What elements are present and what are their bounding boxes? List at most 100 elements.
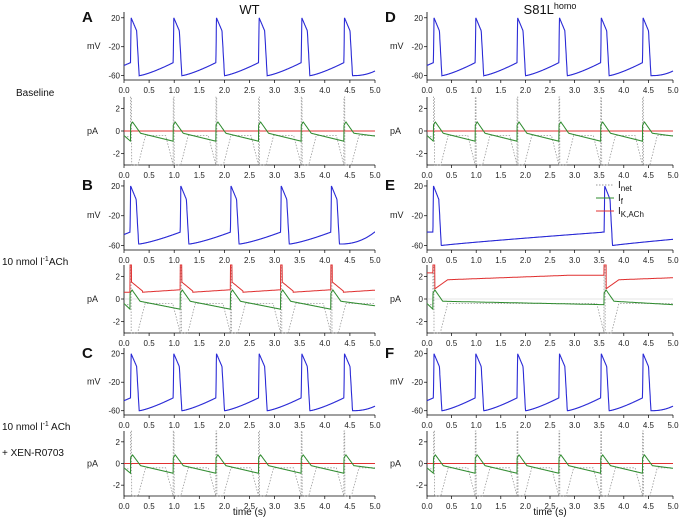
x-tick-label: 0.5 [144, 171, 156, 180]
x-tick-label: 4.5 [643, 421, 655, 430]
y-axis-label: pA [87, 294, 98, 304]
y-tick-label: 2 [419, 272, 424, 281]
panel-letter: A [82, 9, 93, 26]
x-tick-label: 2.5 [544, 421, 556, 430]
x-tick-label: 0.0 [118, 171, 130, 180]
y-tick-label: 0 [419, 127, 424, 136]
x-tick-label: 4.5 [643, 171, 655, 180]
x-tick-label: 3.0 [269, 339, 281, 348]
y-tick-label: -2 [113, 318, 121, 327]
x-tick-label: 3.5 [294, 171, 306, 180]
x-tick-label: 1.0 [169, 339, 181, 348]
x-tick-label: 0.0 [118, 502, 130, 511]
x-tick-label: 5.0 [369, 421, 381, 430]
x-tick-label: 4.0 [618, 171, 630, 180]
x-tick-label: 4.5 [344, 171, 356, 180]
if-trace [426, 454, 673, 475]
voltage-trace [123, 17, 376, 77]
y-tick-label: 20 [414, 182, 423, 191]
x-tick-label: 2.5 [544, 339, 556, 348]
legend-entry: IK,ACh [618, 206, 644, 219]
x-tick-label: 3.0 [569, 86, 581, 95]
row-label: 10 nmol l-1ACh [2, 256, 68, 268]
panel-letter: F [385, 345, 394, 362]
y-tick-label: 0 [116, 127, 121, 136]
x-tick-label: 3.5 [294, 502, 306, 511]
x-tick-label: 0.0 [421, 339, 433, 348]
inet-trace [427, 96, 673, 166]
x-tick-label: 0.5 [446, 86, 458, 95]
x-tick-label: 2.5 [244, 86, 256, 95]
column-title: S81Lhomo [524, 1, 577, 17]
y-tick-label: 20 [111, 182, 120, 191]
y-tick-label: 2 [116, 272, 121, 281]
y-axis-label: mV [87, 210, 101, 220]
x-tick-label: 1.0 [471, 256, 483, 265]
y-tick-label: 0 [419, 460, 424, 469]
y-tick-label: 2 [116, 438, 121, 447]
x-axis-label: time (s) [533, 507, 566, 518]
column-title: WT [239, 2, 259, 17]
x-tick-label: 0.5 [446, 421, 458, 430]
x-tick-label: 4.0 [319, 256, 331, 265]
y-tick-label: 20 [111, 14, 120, 23]
x-tick-label: 2.5 [244, 256, 256, 265]
panel-letter: E [385, 177, 395, 194]
y-tick-label: -20 [411, 212, 423, 221]
x-tick-label: 3.0 [269, 502, 281, 511]
y-tick-label: -2 [416, 481, 424, 490]
x-tick-label: 3.0 [569, 502, 581, 511]
voltage-trace [123, 353, 376, 412]
if-trace [426, 121, 673, 143]
y-axis-label: mV [390, 210, 404, 220]
x-tick-label: 1.5 [194, 502, 206, 511]
x-tick-label: 0.0 [118, 86, 130, 95]
x-tick-label: 0.0 [118, 421, 130, 430]
x-tick-label: 4.0 [319, 502, 331, 511]
x-tick-label: 3.0 [269, 86, 281, 95]
x-tick-label: 1.0 [471, 421, 483, 430]
x-tick-label: 2.5 [544, 256, 556, 265]
y-tick-label: 0 [419, 295, 424, 304]
y-tick-label: 2 [116, 104, 121, 113]
x-tick-label: 0.5 [144, 502, 156, 511]
x-tick-label: 5.0 [667, 502, 679, 511]
x-tick-label: 1.5 [194, 421, 206, 430]
x-tick-label: 2.5 [244, 339, 256, 348]
y-tick-label: 2 [419, 438, 424, 447]
x-tick-label: 2.5 [544, 502, 556, 511]
x-tick-label: 3.5 [294, 256, 306, 265]
x-tick-label: 0.0 [421, 502, 433, 511]
x-tick-label: 1.5 [495, 256, 507, 265]
x-tick-label: 3.5 [594, 171, 606, 180]
x-tick-label: 5.0 [667, 171, 679, 180]
y-tick-label: -60 [411, 242, 423, 251]
legend-entry: Inet [618, 180, 633, 193]
x-tick-label: 1.0 [471, 86, 483, 95]
x-tick-label: 3.0 [569, 256, 581, 265]
y-tick-label: -20 [108, 212, 120, 221]
x-tick-label: 4.5 [643, 502, 655, 511]
x-tick-label: 5.0 [667, 86, 679, 95]
x-tick-label: 2.0 [219, 339, 231, 348]
x-tick-label: 0.0 [421, 256, 433, 265]
y-tick-label: -60 [411, 72, 423, 81]
x-tick-label: 3.0 [269, 256, 281, 265]
y-tick-label: -2 [416, 318, 424, 327]
x-tick-label: 3.5 [594, 421, 606, 430]
ikach-trace [124, 264, 375, 293]
x-tick-label: 1.0 [471, 502, 483, 511]
x-tick-label: 4.0 [618, 421, 630, 430]
x-tick-label: 5.0 [667, 421, 679, 430]
x-tick-label: 2.0 [520, 171, 532, 180]
inet-trace [124, 430, 375, 497]
x-tick-label: 0.5 [144, 421, 156, 430]
y-tick-label: 20 [111, 350, 120, 359]
y-tick-label: 20 [414, 14, 423, 23]
x-tick-label: 3.0 [269, 421, 281, 430]
y-tick-label: 0 [116, 295, 121, 304]
